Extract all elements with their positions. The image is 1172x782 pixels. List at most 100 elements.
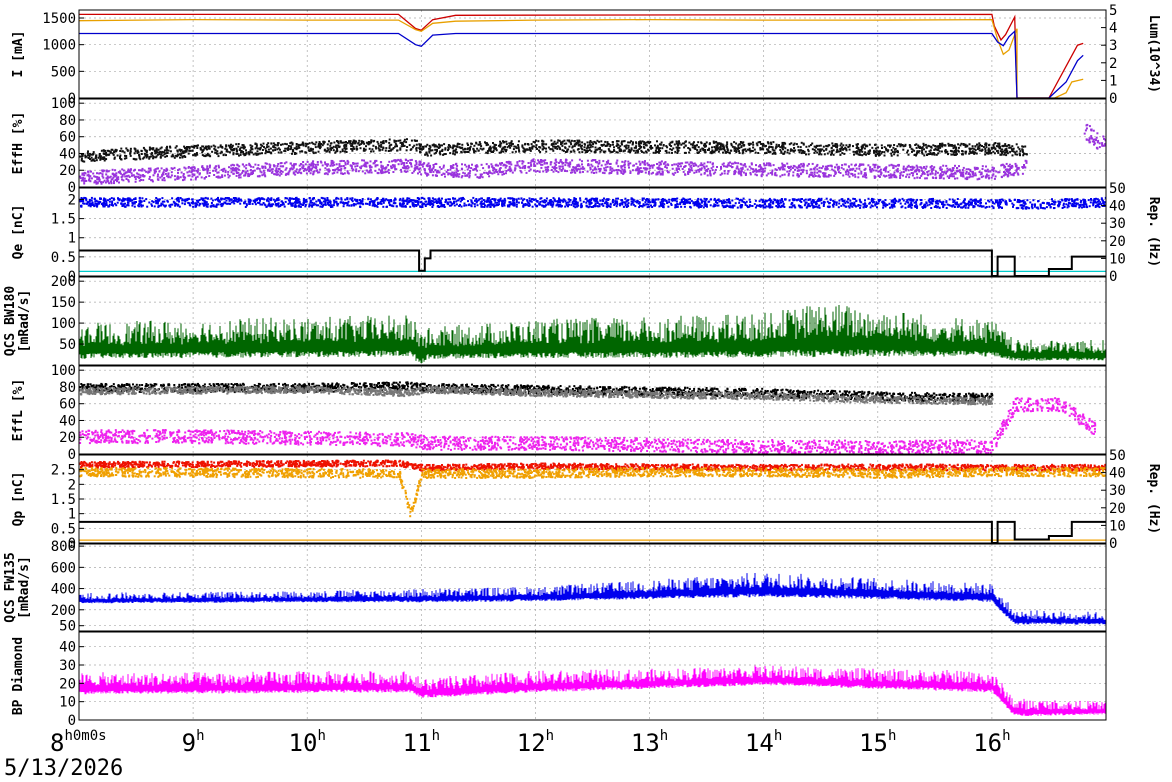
data-point — [255, 146, 258, 149]
data-point — [731, 162, 733, 165]
data-point — [417, 172, 419, 175]
data-point — [137, 176, 140, 178]
data-point — [865, 153, 867, 156]
data-point — [418, 171, 421, 173]
data-point — [368, 142, 371, 145]
data-point — [792, 174, 795, 177]
data-point — [193, 153, 196, 156]
data-point — [329, 144, 332, 147]
data-point — [974, 145, 977, 148]
data-point — [906, 165, 909, 168]
data-point — [529, 161, 532, 164]
data-point — [180, 171, 183, 174]
data-point — [272, 145, 275, 148]
data-point — [802, 165, 805, 168]
data-point — [93, 181, 96, 184]
data-point — [783, 164, 786, 167]
data-point — [984, 149, 987, 152]
data-point — [623, 145, 626, 148]
data-point — [384, 170, 387, 173]
data-point — [352, 163, 355, 166]
data-point — [468, 174, 471, 177]
data-point — [942, 173, 945, 176]
data-point — [900, 171, 903, 174]
data-point — [651, 146, 654, 149]
data-point — [657, 166, 660, 169]
data-point — [447, 148, 450, 150]
data-point — [146, 205, 149, 208]
data-point — [290, 146, 293, 149]
data-point — [688, 151, 691, 154]
data-point — [527, 166, 530, 169]
data-point — [103, 169, 105, 172]
data-point — [1015, 143, 1018, 146]
data-point — [79, 177, 82, 179]
data-point — [101, 156, 104, 159]
data-point — [911, 150, 913, 153]
data-point — [970, 203, 973, 206]
data-point — [949, 144, 952, 147]
data-point — [843, 204, 846, 207]
data-point — [328, 169, 331, 172]
data-point — [860, 170, 863, 173]
data-point — [816, 145, 819, 147]
data-point — [1024, 159, 1027, 162]
data-point — [171, 153, 174, 156]
data-point — [88, 174, 91, 177]
data-point — [920, 169, 923, 172]
data-point — [406, 146, 409, 148]
data-point — [1011, 154, 1014, 157]
data-point — [804, 198, 807, 201]
data-point — [184, 167, 187, 170]
data-point — [469, 170, 472, 172]
data-point — [697, 141, 700, 144]
data-point — [1018, 152, 1021, 155]
data-point — [622, 150, 625, 153]
data-point — [95, 156, 98, 158]
data-point — [251, 145, 254, 148]
data-point — [769, 150, 772, 153]
data-point — [992, 150, 995, 153]
data-point — [979, 173, 982, 176]
data-point — [323, 149, 326, 152]
data-point — [861, 154, 864, 157]
data-point — [161, 172, 164, 175]
data-point — [670, 145, 673, 148]
data-point — [758, 170, 760, 173]
data-point — [392, 171, 395, 173]
data-point — [927, 170, 930, 173]
data-point — [331, 147, 334, 149]
data-point — [103, 159, 106, 162]
data-point — [726, 151, 729, 154]
data-point — [404, 166, 406, 169]
data-point — [836, 150, 839, 153]
data-point — [441, 148, 444, 151]
data-point — [551, 148, 554, 151]
data-point — [589, 140, 592, 142]
data-point — [552, 201, 555, 204]
data-point — [308, 170, 310, 173]
data-point — [468, 166, 470, 169]
data-point — [705, 169, 707, 172]
data-point — [241, 144, 244, 146]
data-point — [388, 141, 391, 144]
data-point — [938, 177, 941, 180]
data-point — [707, 149, 710, 151]
data-point — [665, 151, 668, 154]
data-point — [579, 197, 582, 200]
data-point — [1001, 152, 1004, 155]
data-point — [485, 151, 488, 154]
data-point — [1021, 166, 1024, 168]
data-point — [374, 164, 377, 167]
data-point — [193, 145, 196, 148]
data-point — [132, 169, 135, 172]
data-point — [502, 150, 505, 153]
data-point — [864, 151, 867, 154]
data-point — [662, 144, 665, 147]
data-point — [922, 144, 925, 147]
data-point — [594, 159, 597, 161]
data-point — [391, 164, 394, 167]
data-point — [628, 166, 630, 169]
data-point — [291, 142, 294, 145]
